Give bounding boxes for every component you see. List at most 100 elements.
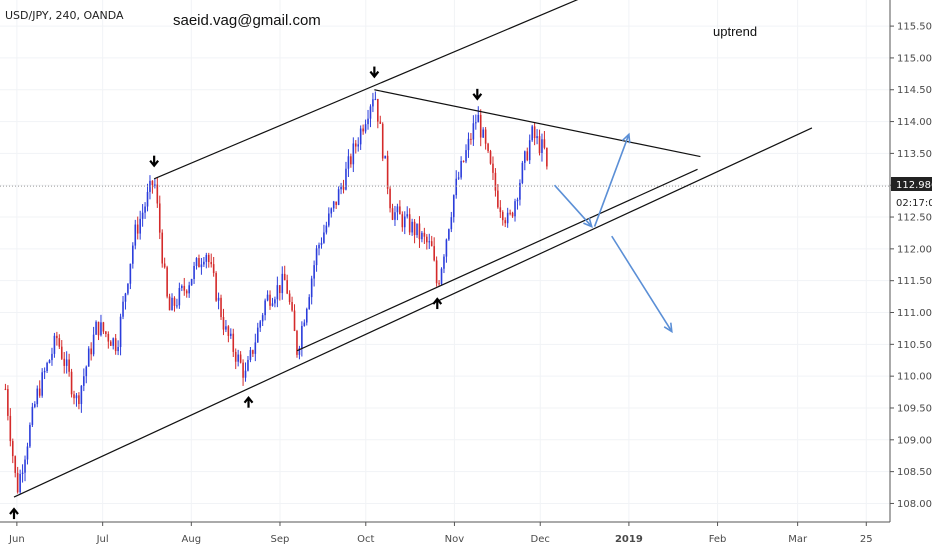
candle-body bbox=[242, 362, 244, 378]
candle-body bbox=[323, 232, 325, 243]
candle-body bbox=[141, 212, 144, 219]
y-tick-label: 108.000 bbox=[897, 499, 932, 510]
symbol-label: USD/JPY, 240, OANDA bbox=[5, 9, 124, 22]
candle-body bbox=[261, 315, 264, 322]
candle-body bbox=[185, 290, 188, 294]
x-tick-label: Dec bbox=[531, 534, 550, 545]
candle-body bbox=[249, 350, 252, 360]
candle-body bbox=[521, 162, 524, 183]
candle-body bbox=[46, 362, 48, 372]
y-tick-label: 109.000 bbox=[897, 435, 932, 446]
candle-body bbox=[48, 360, 51, 363]
x-tick-label: Oct bbox=[357, 534, 374, 545]
candle-body bbox=[16, 472, 19, 493]
candle-body bbox=[438, 283, 440, 285]
candle-body bbox=[310, 278, 313, 298]
candle-body bbox=[283, 273, 286, 281]
candle-body bbox=[247, 359, 249, 371]
candle-body bbox=[347, 156, 350, 169]
candle-body bbox=[332, 201, 335, 209]
candle-body bbox=[492, 163, 494, 173]
x-tick-label: Sep bbox=[271, 534, 290, 545]
candle-body bbox=[212, 264, 215, 274]
candle-body bbox=[29, 424, 31, 447]
candle-body bbox=[430, 241, 433, 247]
trendline-lower-channel[interactable] bbox=[13, 127, 813, 498]
candle-body bbox=[68, 359, 70, 372]
candle-body bbox=[435, 260, 438, 284]
x-tick-label: Jul bbox=[96, 534, 109, 545]
candle-body bbox=[168, 296, 171, 311]
time-axis-ticks: Jun Jul Aug Sep Oct Nov Dec 2019 Feb Mar 25 bbox=[8, 522, 873, 545]
trendline-triangle-top[interactable] bbox=[374, 89, 701, 158]
candle-body bbox=[254, 342, 257, 354]
candle-body bbox=[389, 188, 391, 209]
candle-body bbox=[173, 297, 176, 306]
candle-body bbox=[396, 206, 399, 213]
candle-body bbox=[21, 472, 24, 474]
x-tick-label: Nov bbox=[445, 534, 465, 545]
candle-body bbox=[374, 98, 377, 100]
candle-body bbox=[26, 446, 29, 460]
candle-body bbox=[452, 195, 455, 218]
candle-body bbox=[227, 326, 230, 336]
price-axis-background[interactable] bbox=[890, 0, 932, 522]
candle-body bbox=[200, 264, 203, 268]
trendline-triangle-bottom[interactable] bbox=[296, 168, 698, 352]
candle-body bbox=[14, 456, 17, 473]
candle-body bbox=[399, 206, 401, 215]
candle-body bbox=[85, 366, 88, 377]
trendline-upper-channel[interactable] bbox=[153, 0, 680, 180]
projection-arrow-head bbox=[663, 322, 673, 334]
projection-arrow[interactable] bbox=[553, 184, 593, 228]
candle-body bbox=[526, 151, 529, 161]
y-tick-label: 115.000 bbox=[897, 53, 932, 64]
candle-body bbox=[119, 316, 122, 348]
candle-body bbox=[80, 385, 83, 405]
candle-body bbox=[536, 136, 538, 139]
y-tick-label: 108.500 bbox=[897, 467, 932, 478]
candle-body bbox=[546, 147, 548, 167]
candle-body bbox=[56, 335, 58, 339]
swing-top-marker bbox=[472, 93, 483, 101]
y-tick-label: 111.500 bbox=[897, 276, 932, 287]
candle-body bbox=[274, 299, 276, 304]
candle-body bbox=[541, 139, 543, 153]
candle-body bbox=[450, 217, 453, 230]
candle-body bbox=[531, 126, 533, 141]
x-tick-label: Mar bbox=[788, 534, 808, 545]
candle-body bbox=[90, 348, 92, 355]
candle-body bbox=[31, 406, 34, 425]
candle-body bbox=[328, 213, 330, 226]
candle-body bbox=[97, 321, 100, 336]
candle-body bbox=[161, 232, 164, 264]
candle-body bbox=[305, 308, 308, 323]
candle-body bbox=[313, 265, 315, 279]
candle-body bbox=[533, 126, 536, 139]
candle-body bbox=[455, 178, 458, 196]
swing-top-marker bbox=[149, 159, 159, 168]
projection-arrow[interactable] bbox=[593, 134, 630, 227]
y-tick-label: 112.000 bbox=[897, 244, 932, 255]
y-tick-label: 109.500 bbox=[897, 403, 932, 414]
candle-body bbox=[193, 265, 195, 280]
candle-body bbox=[320, 242, 323, 245]
candle-body bbox=[411, 221, 413, 233]
candle-body bbox=[357, 144, 360, 147]
candle-body bbox=[210, 262, 213, 265]
swing-bottom-marker bbox=[9, 507, 19, 515]
projection-arrows bbox=[553, 132, 673, 334]
candle-body bbox=[497, 190, 499, 208]
candle-body bbox=[337, 189, 340, 205]
candle-body bbox=[445, 239, 448, 257]
candle-body bbox=[7, 389, 9, 416]
candle-body bbox=[136, 224, 139, 234]
price-axis-ticks: 115.500115.000114.500114.000113.500113.0… bbox=[890, 22, 932, 510]
candle-body bbox=[506, 212, 509, 224]
candle-body bbox=[276, 285, 279, 300]
candle-body bbox=[514, 201, 516, 217]
candle-body bbox=[70, 371, 73, 395]
projection-arrow[interactable] bbox=[611, 235, 673, 333]
x-tick-label: 25 bbox=[860, 534, 873, 545]
